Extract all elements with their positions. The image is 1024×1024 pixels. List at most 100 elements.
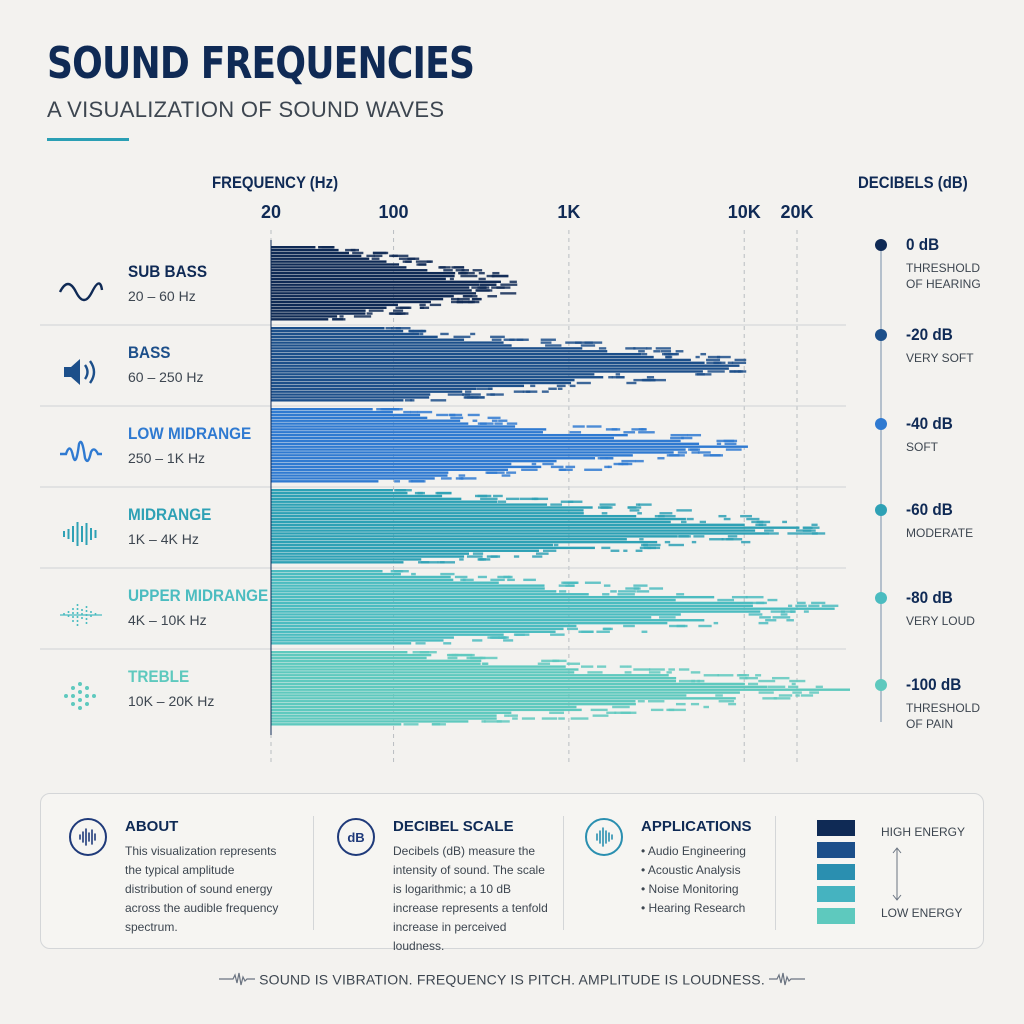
band-fragment [734, 370, 742, 373]
band-fragment [478, 277, 486, 281]
band-fragment [764, 529, 774, 532]
db-description: VERY SOFT [906, 351, 974, 365]
band-fragment [767, 598, 778, 602]
x-tick-label: 1K [557, 202, 580, 222]
band-fragment [745, 676, 758, 680]
band-fragment [550, 465, 564, 469]
band-fragment [716, 442, 722, 446]
band-fragment [449, 413, 456, 417]
band-bar [271, 335, 438, 339]
band-fragment [500, 292, 517, 295]
band-fragment [508, 575, 513, 579]
band-name: SUB BASS [128, 262, 208, 281]
band-fragment [439, 266, 451, 269]
band-fragment [792, 691, 802, 694]
band-fragment [795, 604, 807, 608]
band-fragment [497, 500, 507, 503]
band-range: 4K – 10K Hz [128, 612, 207, 628]
band-fragment [655, 347, 671, 350]
band-bar [271, 332, 419, 336]
waveform-icon [56, 432, 104, 472]
band-fragment [602, 593, 610, 596]
band-bar [271, 491, 408, 495]
band-fragment [457, 297, 470, 301]
band-fragment [410, 410, 418, 414]
band-fragment [507, 578, 515, 582]
band-fragment [447, 393, 465, 396]
band-name: UPPER MIDRANGE [128, 586, 269, 605]
band-bar [271, 624, 577, 628]
band-fragment [557, 387, 563, 390]
band-fragment [419, 651, 437, 654]
band-fragment [778, 694, 793, 697]
band-fragment [619, 665, 628, 668]
band-fragment [676, 509, 692, 512]
band-fragment [815, 685, 823, 689]
band-fragment [714, 361, 722, 365]
band-fragment [765, 619, 777, 622]
band-fragment [605, 428, 621, 431]
band-fragment [451, 266, 465, 269]
band-fragment [635, 549, 643, 552]
db-value: -60 dB [906, 500, 953, 519]
band-fragment [758, 621, 769, 625]
band-bar [271, 619, 705, 622]
band-fragment [475, 494, 492, 498]
band-fragment [429, 303, 442, 307]
band-fragment [716, 355, 731, 359]
band-bar [271, 381, 572, 385]
x-axis-title: FREQUENCY (Hz) [212, 173, 339, 192]
band-fragment [501, 474, 511, 477]
about-body: This visualization represents the typica… [125, 844, 279, 934]
band-bar [271, 723, 402, 726]
band-fragment [670, 436, 684, 440]
band-bar [271, 595, 715, 599]
band-fragment [664, 540, 671, 544]
band-bar [271, 477, 435, 480]
band-fragment [666, 671, 672, 674]
band-fragment [795, 694, 800, 697]
band-bar [271, 500, 498, 503]
band-fragment [466, 555, 483, 558]
band-fragment [791, 682, 796, 686]
sine-wave-icon [56, 270, 104, 310]
band-fragment [625, 587, 641, 590]
band-fragment [506, 497, 520, 501]
band-bar [271, 393, 431, 396]
db-marker [875, 679, 887, 691]
band-bar [271, 251, 350, 255]
band-fragment [472, 419, 478, 422]
band-fragment [531, 497, 539, 501]
band-bar [271, 607, 835, 610]
band-bar [271, 717, 497, 720]
band-range: 20 – 60 Hz [128, 288, 196, 304]
band-fragment [607, 465, 612, 469]
band-bar [271, 396, 430, 399]
band-fragment [713, 621, 719, 625]
band-bar [271, 520, 671, 524]
band-fragment [461, 477, 477, 480]
band-fragment [646, 376, 655, 379]
band-fragment [487, 295, 498, 298]
band-fragment [440, 572, 455, 576]
band-fragment [668, 543, 684, 547]
waveform-circle-icon [69, 818, 107, 856]
band-fragment [668, 668, 675, 671]
band-fragment [617, 593, 635, 596]
band-bar [271, 448, 686, 451]
band-bar [271, 616, 652, 619]
band-bar [271, 523, 745, 527]
band-fragment [566, 662, 581, 665]
band-fragment [540, 338, 556, 341]
divider [313, 816, 314, 930]
band-fragment [552, 659, 567, 663]
band-fragment [693, 535, 705, 538]
band-fragment [811, 532, 826, 535]
band-fragment [610, 549, 620, 552]
band-fragment [762, 697, 777, 700]
band-bar [271, 627, 564, 631]
band-fragment [419, 306, 425, 309]
band-fragment [471, 297, 482, 301]
band-fragment [500, 283, 518, 286]
db-level: 0 dB THRESHOLD OF HEARING [906, 235, 1016, 292]
